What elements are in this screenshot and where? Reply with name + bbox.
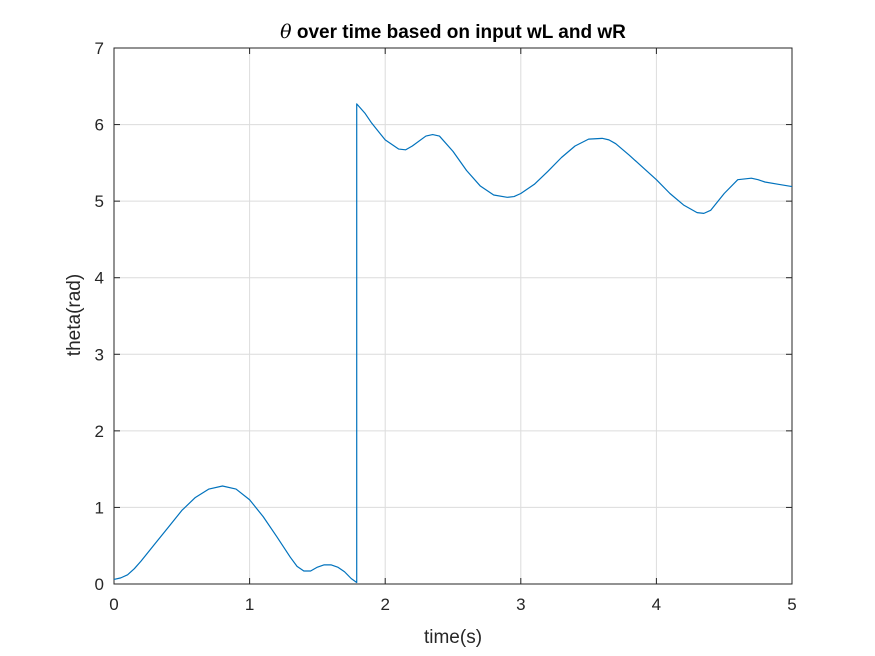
x-tick-label: 5 [787, 595, 796, 614]
x-axis-ticks: 0 1 2 3 4 5 [109, 48, 797, 614]
y-tick-label: 2 [95, 422, 104, 441]
y-tick-label: 3 [95, 345, 104, 364]
y-axis-label: theta(rad) [64, 274, 85, 356]
y-tick-label: 1 [95, 498, 104, 517]
y-axis-ticks: 0 1 2 3 4 5 6 7 [95, 39, 792, 594]
plot-area-box [113, 47, 793, 585]
x-tick-label: 0 [109, 595, 118, 614]
x-tick-label: 4 [652, 595, 661, 614]
y-tick-label: 6 [95, 116, 104, 135]
y-tick-label: 4 [95, 269, 104, 288]
y-tick-label: 0 [95, 575, 104, 594]
title-text: over time based on input wL and wR [292, 22, 627, 43]
y-tick-label: 7 [95, 39, 104, 58]
y-tick-label: 5 [95, 192, 104, 211]
theta-line [113, 103, 793, 584]
title-theta-symbol: θ [280, 21, 292, 43]
x-axis-label: time(s) [424, 627, 482, 648]
x-tick-label: 1 [245, 595, 254, 614]
x-tick-label: 3 [516, 595, 525, 614]
x-tick-label: 2 [380, 595, 389, 614]
chart-title: θ over time based on input wL and wR [280, 21, 626, 43]
grid-lines [113, 47, 793, 585]
